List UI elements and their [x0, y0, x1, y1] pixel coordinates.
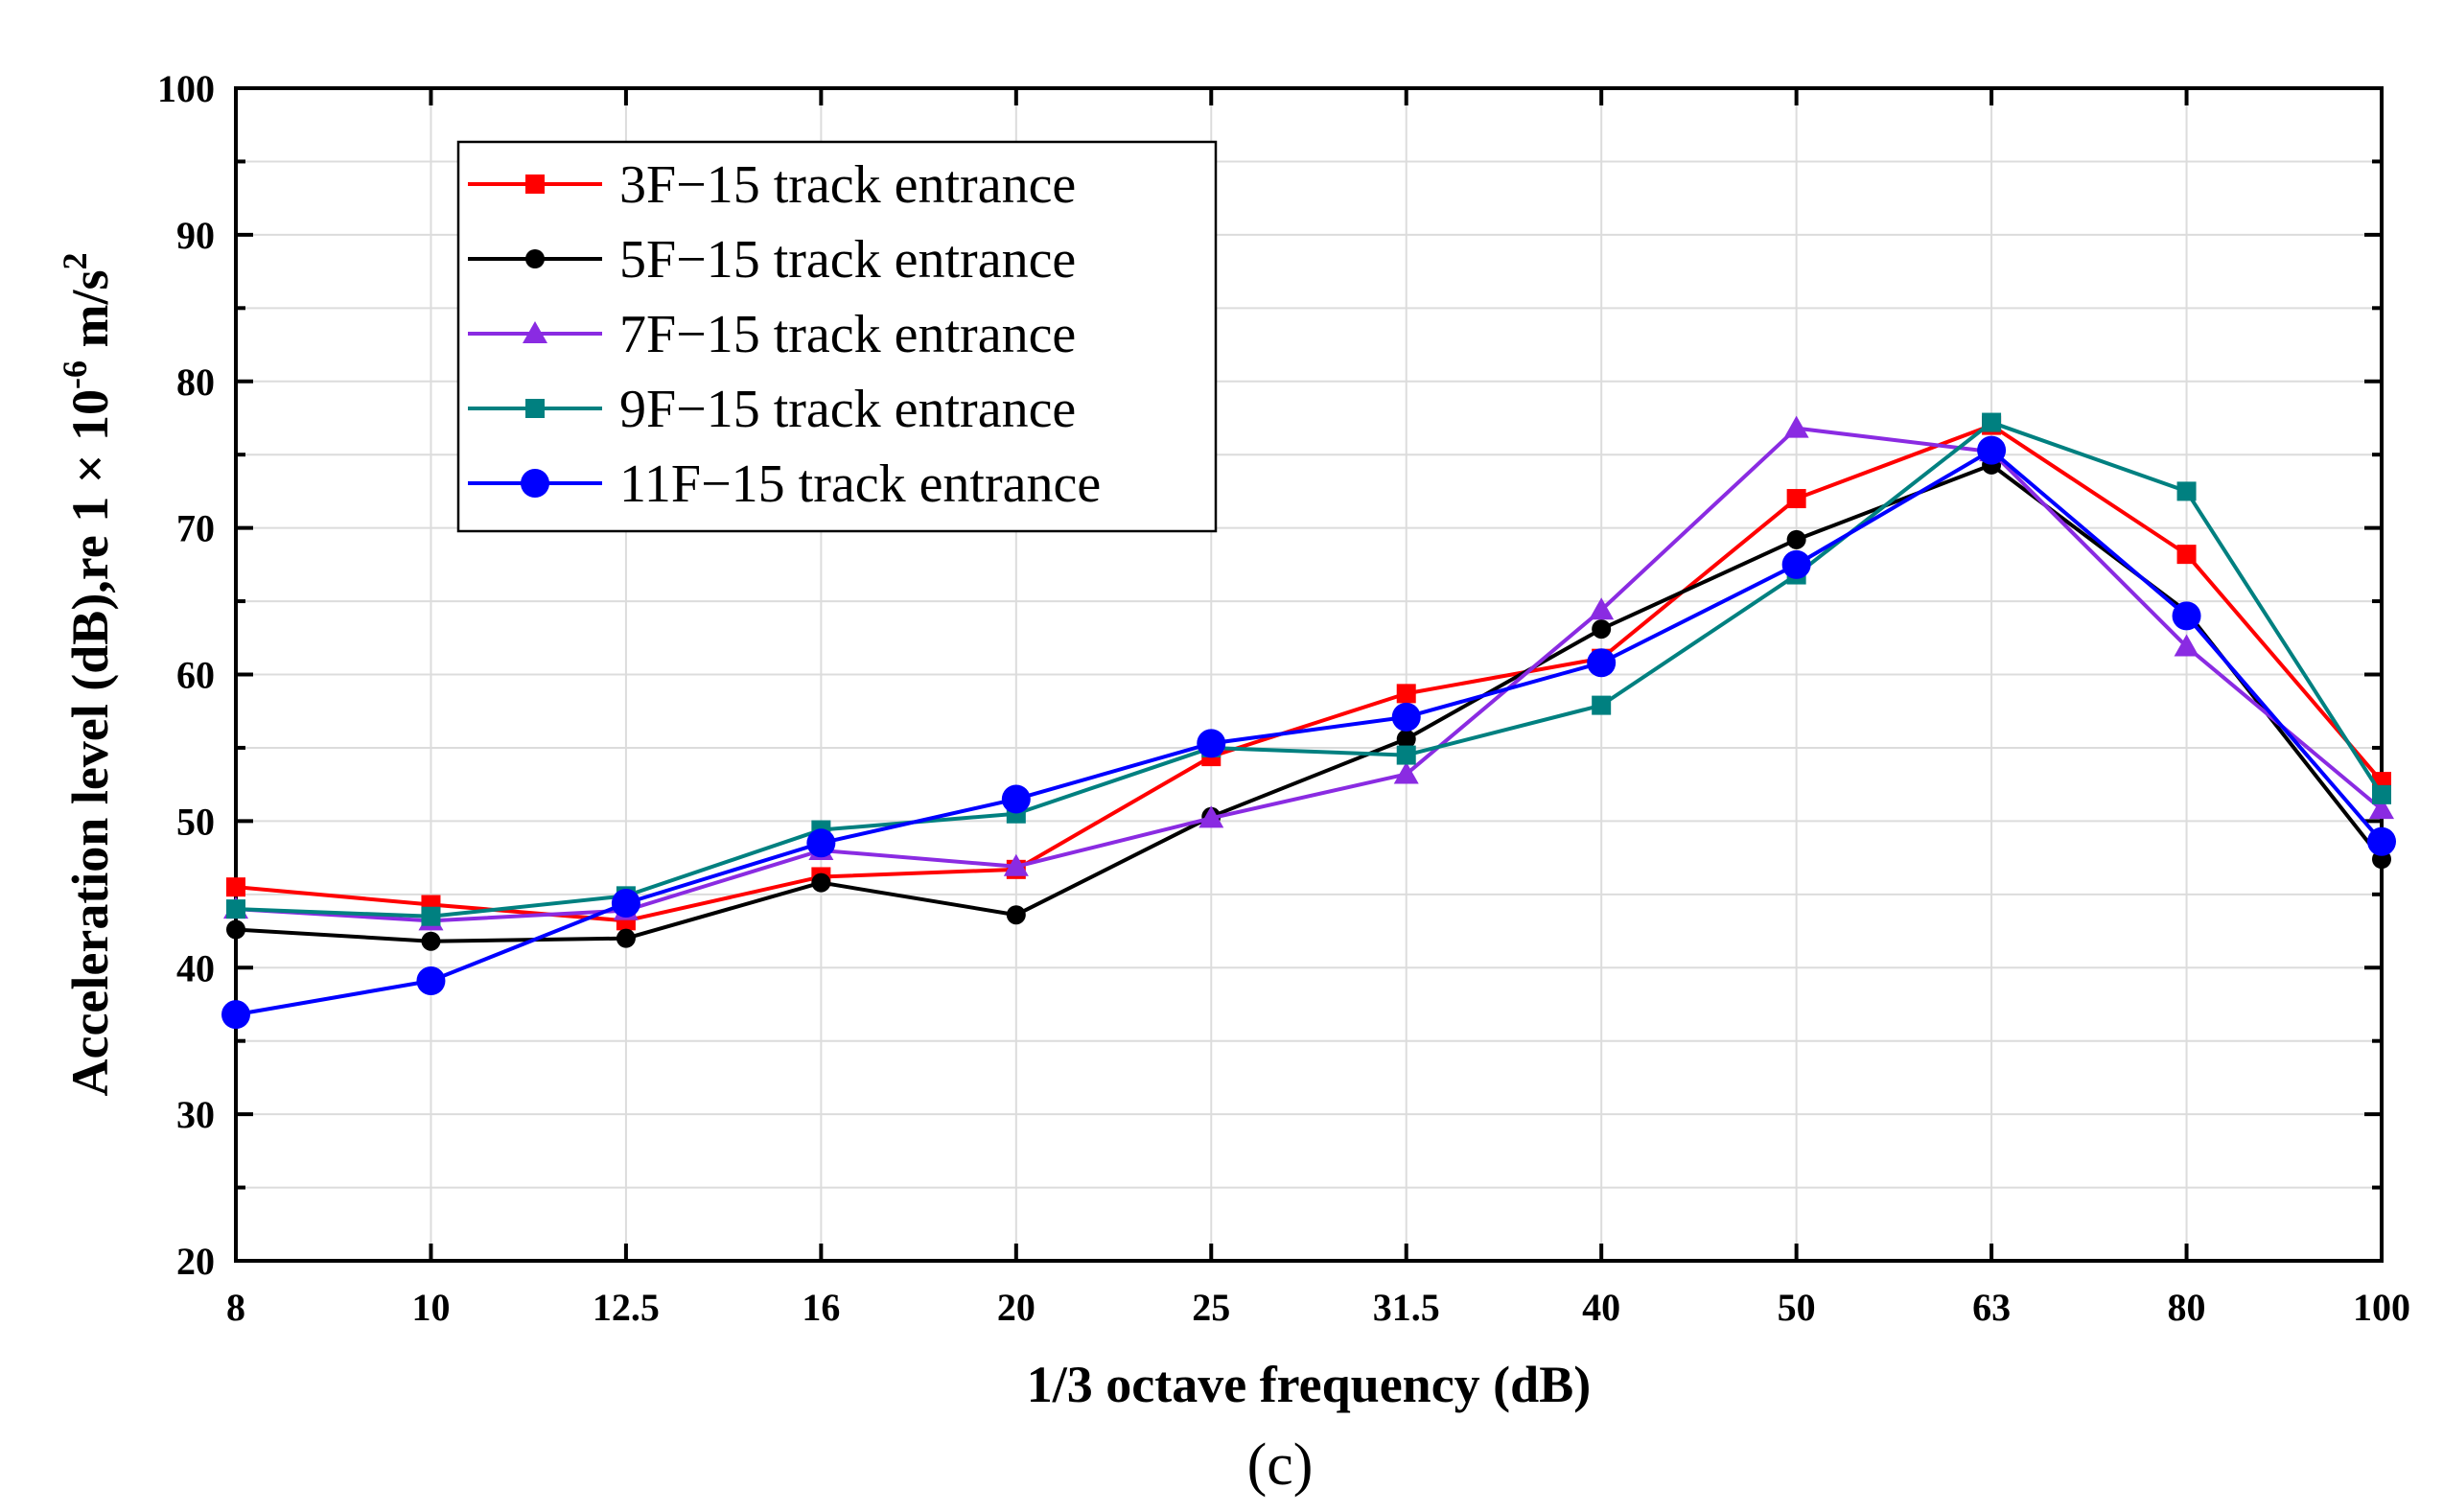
y-tick-label: 90: [176, 214, 215, 257]
x-axis-title: 1/3 octave frequency (dB): [1027, 1356, 1591, 1413]
legend-item: 11F−15 track entrance: [468, 454, 1101, 514]
y-tick-label: 50: [176, 800, 215, 843]
series-line: [235, 426, 2384, 923]
data-point: [1786, 529, 1806, 549]
x-tick-label: 20: [997, 1286, 1035, 1329]
legend-swatch-marker: [525, 174, 545, 194]
legend-box: [456, 140, 1218, 533]
y-axis-title-exponent: -6: [56, 361, 94, 389]
data-point: [1781, 549, 1811, 579]
x-tick-label: 63: [1972, 1286, 2011, 1329]
x-tick-label: 40: [1582, 1286, 1620, 1329]
data-point: [421, 906, 441, 926]
panel-label: (c): [1247, 1432, 1314, 1498]
data-point: [2367, 826, 2396, 856]
y-tick-label: 80: [176, 361, 215, 404]
data-point: [2172, 601, 2201, 631]
series-line: [235, 448, 2384, 1017]
data-point: [1003, 853, 1029, 876]
legend-label: 11F−15 track entrance: [619, 454, 1101, 514]
x-tick-label: 25: [1192, 1286, 1230, 1329]
data-point: [1592, 695, 1612, 715]
y-axis-title-unit-exponent: 2: [56, 252, 94, 269]
data-point: [1197, 729, 1226, 758]
data-point: [2369, 797, 2394, 820]
data-point: [1982, 412, 2002, 432]
data-point: [1977, 435, 2007, 465]
data-point: [1587, 648, 1617, 678]
data-point: [226, 877, 245, 897]
legend-swatch-marker: [525, 249, 545, 268]
series-5: [221, 435, 2396, 1030]
axis-ticks: 20 30 40 50 60 70 80 90 100 8 10 12.5 16 20 25 31.5 40 50…: [157, 67, 2410, 1329]
data-point: [611, 888, 640, 918]
data-point: [1001, 784, 1031, 814]
y-axis-title: Acceleration level (dB),re 1 × 10-6 m/s2: [56, 252, 119, 1096]
y-tick-label: 30: [176, 1093, 215, 1136]
x-tick-label: 80: [2168, 1286, 2206, 1329]
data-point: [616, 928, 636, 948]
data-point: [1396, 684, 1416, 704]
legend-label: 3F−15 track entrance: [619, 155, 1076, 215]
y-tick-label: 70: [176, 507, 215, 550]
data-point: [1783, 415, 1809, 438]
x-tick-label: 8: [226, 1286, 245, 1329]
data-point: [1393, 761, 1419, 784]
y-axis-title-unit: m/s: [61, 269, 119, 361]
x-tick-label: 10: [411, 1286, 450, 1329]
data-point: [1589, 597, 1615, 620]
x-tick-label: 31.5: [1373, 1286, 1440, 1329]
data-point: [2176, 545, 2197, 565]
y-tick-label: 100: [157, 67, 215, 110]
legend: 3F−15 track entrance 5F−15 track entrance…: [456, 140, 1218, 533]
legend-label: 7F−15 track entrance: [619, 305, 1076, 364]
legend-item: 5F−15 track entrance: [468, 230, 1076, 290]
data-point: [221, 1000, 250, 1030]
legend-label: 9F−15 track entrance: [619, 380, 1076, 439]
legend-swatch-marker: [525, 399, 545, 418]
legend-swatch-marker: [523, 321, 547, 343]
data-point: [1396, 745, 1416, 765]
x-tick-label: 50: [1778, 1286, 1816, 1329]
y-axis-title-main: Acceleration level (dB),re 1 × 10: [61, 389, 119, 1097]
legend-label: 5F−15 track entrance: [619, 230, 1076, 290]
data-point: [811, 872, 831, 893]
x-tick-label: 100: [2353, 1286, 2410, 1329]
x-tick-label: 16: [802, 1286, 840, 1329]
data-point: [416, 966, 446, 996]
data-point: [226, 919, 245, 940]
legend-item: 7F−15 track entrance: [468, 305, 1076, 364]
data-point: [806, 828, 836, 858]
y-tick-label: 40: [176, 946, 215, 989]
data-point: [1396, 729, 1416, 749]
legend-swatch-marker: [521, 469, 549, 498]
y-tick-label: 20: [176, 1240, 215, 1283]
series-layer: [221, 412, 2396, 1030]
series-line: [235, 420, 2384, 919]
legend-item: 3F−15 track entrance: [468, 155, 1076, 215]
data-point: [226, 899, 245, 919]
data-point: [2174, 634, 2199, 657]
data-point: [421, 931, 441, 951]
data-point: [1006, 905, 1026, 925]
x-tick-label: 12.5: [593, 1286, 660, 1329]
data-point: [1592, 619, 1612, 640]
data-point: [1198, 805, 1224, 828]
y-tick-label: 60: [176, 654, 215, 697]
data-point: [2372, 784, 2391, 804]
data-point: [1786, 489, 1806, 509]
data-point: [2176, 481, 2197, 501]
series-line: [235, 462, 2384, 943]
legend-item: 9F−15 track entrance: [468, 380, 1076, 439]
data-point: [1391, 702, 1421, 732]
